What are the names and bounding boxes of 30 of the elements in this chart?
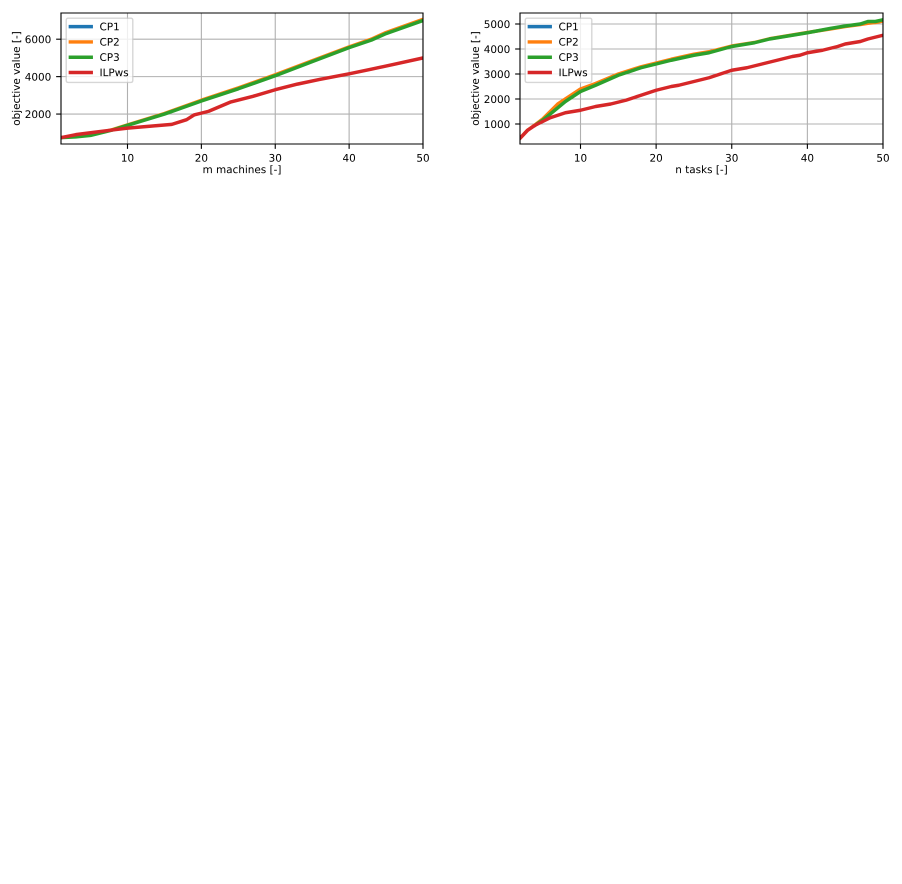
x-axis-title: m machines [-] [204, 165, 281, 174]
y-tick-label: 1000 [484, 120, 510, 128]
x-tick-label: 20 [650, 154, 662, 162]
legend-label: CP3 [559, 53, 578, 62]
y-tick-label: 2000 [484, 95, 510, 104]
x-tick-label: 10 [122, 154, 134, 162]
y-tick-label: 4000 [484, 45, 510, 54]
y-tick-label: 2000 [26, 110, 51, 118]
legend-label: CP1 [100, 22, 119, 30]
legend-label: CP2 [100, 38, 119, 46]
y-tick-label: 5000 [484, 20, 510, 28]
x-tick-label: 30 [726, 154, 738, 162]
y-tick-label: 6000 [25, 35, 51, 44]
x-axis-title: n tasks [-] [676, 165, 727, 174]
x-tick-label: 50 [417, 154, 429, 162]
y-tick-label: 3000 [484, 70, 510, 78]
x-tick-label: 20 [196, 154, 208, 162]
x-tick-label: 50 [877, 154, 889, 162]
x-tick-label: 40 [343, 154, 356, 162]
y-tick-label: 4000 [25, 72, 51, 81]
legend-label: CP2 [559, 38, 578, 46]
y-axis-title: objective value [-] [470, 32, 481, 126]
x-tick-label: 10 [575, 154, 586, 162]
legend-label: ILPws [100, 68, 128, 76]
x-tick-label: 40 [801, 154, 814, 162]
y-axis-title: objective value [-] [12, 32, 22, 126]
legend-label: CP1 [559, 22, 578, 30]
x-tick-label: 30 [269, 154, 282, 162]
legend-label: ILPws [560, 68, 588, 76]
legend-label: CP3 [100, 53, 119, 62]
